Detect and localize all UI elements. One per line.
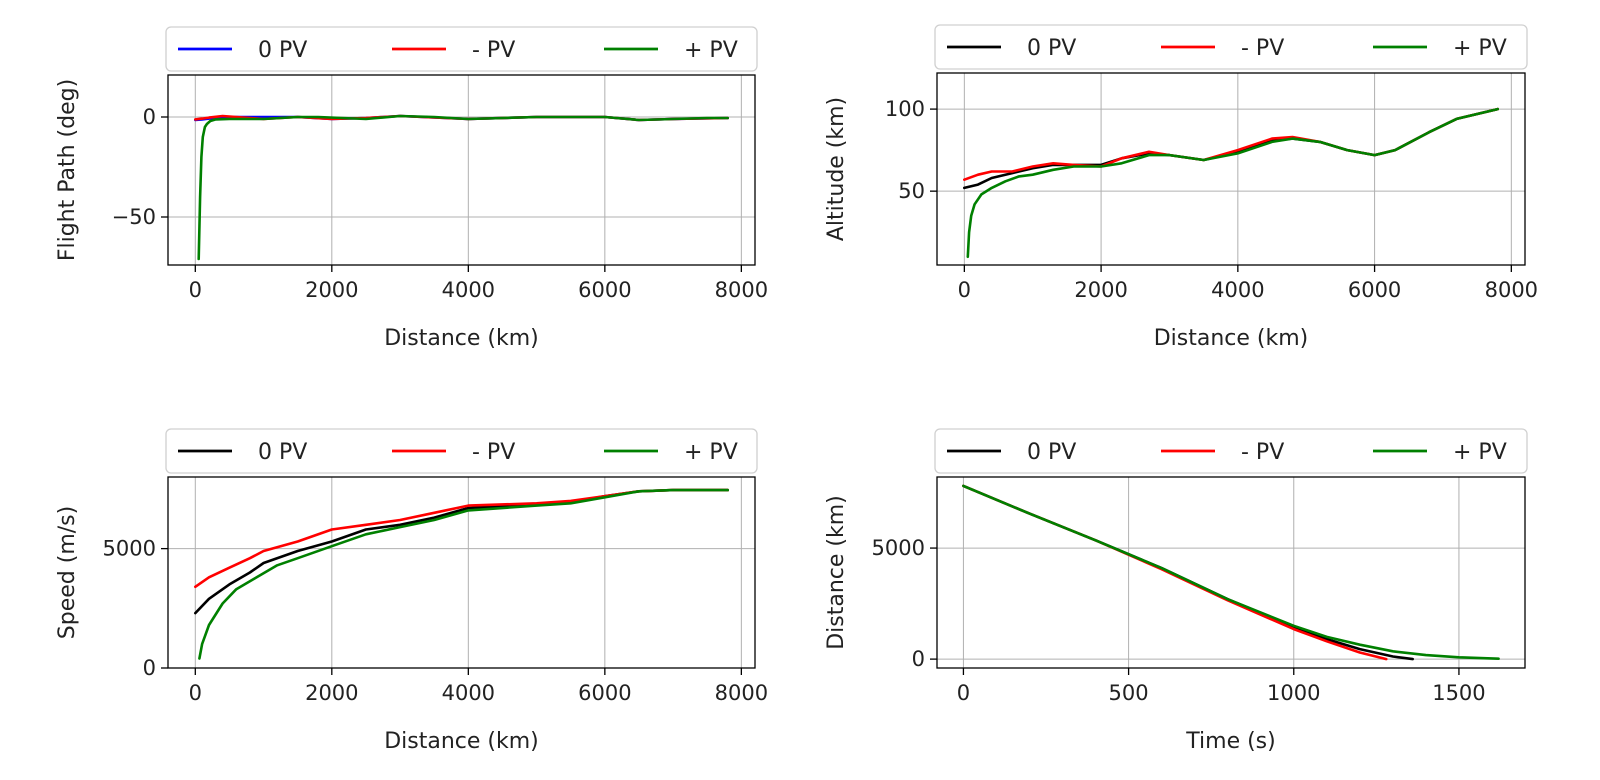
series-line-pv xyxy=(962,107,1499,181)
x-tick-label: 6000 xyxy=(578,681,631,705)
y-tick-label: 0 xyxy=(912,647,925,671)
legend-box xyxy=(934,428,1528,474)
x-tick-label: 2000 xyxy=(305,278,358,302)
y-axis-label: Speed (m/s) xyxy=(55,506,80,639)
legend-label: - PV xyxy=(472,38,515,63)
y-tick-label: 50 xyxy=(898,179,925,203)
x-tick-label: 4000 xyxy=(1211,278,1264,302)
legend-box xyxy=(165,428,758,474)
axes-frame xyxy=(167,74,756,266)
y-tick-label: 0 xyxy=(143,656,156,680)
x-tick-label: 0 xyxy=(957,681,970,705)
series-line-pv xyxy=(966,107,1499,259)
x-tick-label: 6000 xyxy=(578,278,631,302)
x-tick-label: 8000 xyxy=(715,681,768,705)
legend: 0 PV - PV + PV xyxy=(165,26,758,72)
x-tick-label: 500 xyxy=(1109,681,1149,705)
subplot-2: 0 2000 4000 6000 8000 50 100 0 PV - PV + PV Distan… xyxy=(824,24,1538,351)
legend-label: 0 PV xyxy=(258,440,307,465)
legend-label: + PV xyxy=(1453,36,1507,61)
legend: 0 PV - PV + PV xyxy=(165,428,758,474)
series-line-pv xyxy=(194,488,730,589)
subplot-4: 0 500 1000 1500 0 5000 0 PV - PV + PV Time (s) Dis… xyxy=(824,428,1528,754)
legend-label: + PV xyxy=(684,440,738,465)
series-line-0pv xyxy=(194,488,730,615)
series-group xyxy=(962,484,1500,661)
series-line-pv xyxy=(962,484,1500,661)
x-tick-label: 8000 xyxy=(715,278,768,302)
series-group xyxy=(194,488,730,660)
legend-label: 0 PV xyxy=(1027,36,1076,61)
legend-label: 0 PV xyxy=(258,38,307,63)
legend: 0 PV - PV + PV xyxy=(934,24,1528,70)
y-axis-label: Distance (km) xyxy=(824,495,849,650)
x-tick-label: 2000 xyxy=(1074,278,1127,302)
y-tick-label: 0 xyxy=(143,105,156,129)
legend-label: - PV xyxy=(472,440,515,465)
x-tick-label: 8000 xyxy=(1485,278,1538,302)
series-group xyxy=(194,114,730,261)
y-tick-label: −50 xyxy=(112,205,156,229)
series-group xyxy=(962,107,1499,259)
subplot-3: 0 2000 4000 6000 8000 0 5000 0 PV - PV + PV Distan… xyxy=(55,428,768,754)
legend: 0 PV - PV + PV xyxy=(934,428,1528,474)
x-tick-label: 4000 xyxy=(442,681,495,705)
x-tick-label: 0 xyxy=(958,278,971,302)
x-axis-label: Time (s) xyxy=(1185,729,1275,754)
y-axis-label: Flight Path (deg) xyxy=(55,79,80,261)
legend-label: - PV xyxy=(1241,36,1284,61)
series-line-pv xyxy=(198,488,730,660)
series-line-0pv xyxy=(962,484,1414,661)
x-tick-label: 6000 xyxy=(1348,278,1401,302)
x-axis-label: Distance (km) xyxy=(1154,326,1309,351)
x-tick-label: 2000 xyxy=(305,681,358,705)
y-tick-label: 5000 xyxy=(103,537,156,561)
y-tick-label: 5000 xyxy=(872,536,925,560)
x-tick-label: 0 xyxy=(189,278,202,302)
x-tick-label: 4000 xyxy=(442,278,495,302)
legend-label: 0 PV xyxy=(1027,440,1076,465)
y-tick-label: 100 xyxy=(885,97,925,121)
x-axis-label: Distance (km) xyxy=(384,729,539,754)
legend-label: - PV xyxy=(1241,440,1284,465)
legend-box xyxy=(165,26,758,72)
legend-box xyxy=(934,24,1528,70)
x-tick-label: 0 xyxy=(189,681,202,705)
series-line-pv xyxy=(197,114,730,261)
subplot-1: 0 2000 4000 6000 8000 −50 0 0 PV - PV + PV Distanc… xyxy=(55,26,768,351)
series-line-0pv xyxy=(962,107,1499,190)
y-axis-label: Altitude (km) xyxy=(824,97,849,241)
legend-label: + PV xyxy=(684,38,738,63)
x-tick-label: 1500 xyxy=(1432,681,1485,705)
axes-frame xyxy=(936,72,1526,266)
axes-frame xyxy=(167,476,756,669)
axes-frame xyxy=(936,476,1526,669)
legend-label: + PV xyxy=(1453,440,1507,465)
x-tick-label: 1000 xyxy=(1267,681,1320,705)
x-axis-label: Distance (km) xyxy=(384,326,539,351)
